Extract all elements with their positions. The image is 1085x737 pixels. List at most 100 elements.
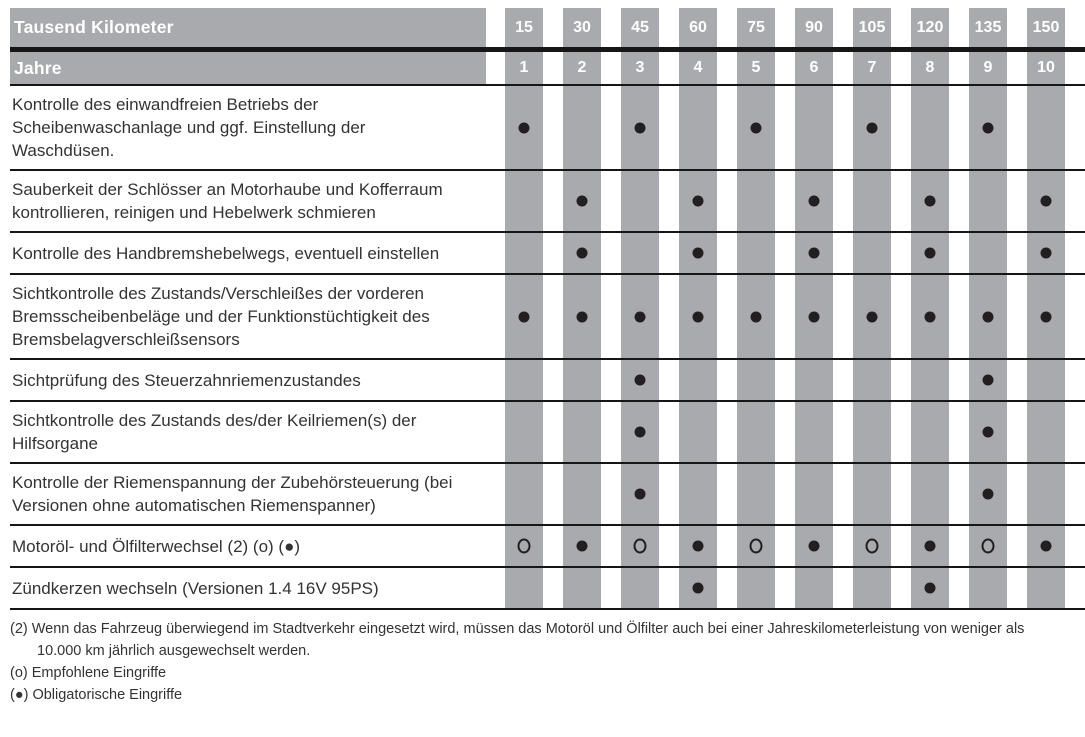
header-km-cell-30: 30 — [563, 8, 621, 47]
interval-cell — [737, 568, 795, 608]
interval-cell — [1027, 86, 1085, 169]
header-km-cell-15: 15 — [505, 8, 563, 47]
header-km-cell-60: 60 — [679, 8, 737, 47]
interval-cell — [505, 233, 563, 273]
table-row: Kontrolle des Handbremshebelwegs, eventu… — [10, 233, 1085, 275]
filled-dot-mark — [634, 426, 646, 438]
filled-dot-mark — [924, 195, 936, 207]
service-item-label-cell: Motoröl- und Ölfilterwechsel (2) (o) (●) — [10, 526, 505, 566]
service-item-label-cell: Sichtkontrolle des Zustands/Verschleißes… — [10, 275, 505, 358]
header-km-value: 120 — [916, 18, 944, 36]
filled-dot-mark — [576, 311, 588, 322]
service-item-label: Sauberkeit der Schlösser an Motorhaube u… — [12, 180, 443, 222]
header-year-cell-10: 10 — [1027, 52, 1085, 84]
interval-cell — [737, 171, 795, 231]
header-year-cell-4: 4 — [679, 52, 737, 84]
interval-cell — [969, 171, 1027, 231]
filled-dot-mark — [634, 374, 646, 386]
filled-dot-mark — [982, 311, 994, 322]
interval-cell — [795, 86, 853, 169]
filled-dot-mark — [634, 122, 646, 133]
service-item-label-cell: Sichtkontrolle des Zustands des/der Keil… — [10, 402, 505, 462]
filled-dot-mark — [924, 540, 936, 552]
open-circle-mark — [865, 538, 879, 554]
interval-cell — [505, 526, 563, 566]
header-year-value: 2 — [577, 59, 587, 76]
filled-dot-mark — [1040, 311, 1052, 322]
interval-cell — [563, 402, 621, 462]
interval-cell — [853, 86, 911, 169]
filled-dot-mark — [634, 488, 646, 500]
header-year-value: 9 — [983, 59, 993, 76]
interval-cell — [737, 360, 795, 400]
open-circle-mark — [981, 538, 995, 554]
service-item-label: Kontrolle des Handbremshebelwegs, eventu… — [12, 243, 440, 263]
header-km-cell-90: 90 — [795, 8, 853, 47]
header-row-years: Jahre 1 2 3 4 5 6 7 8 9 10 — [10, 52, 1085, 84]
header-year-cell-6: 6 — [795, 52, 853, 84]
service-item-label: Zündkerzen wechseln (Versionen 1.4 16V 9… — [12, 578, 379, 598]
interval-cell — [563, 464, 621, 524]
interval-cell — [621, 171, 679, 231]
interval-cell — [679, 464, 737, 524]
header-row-km: Tausend Kilometer 15 30 45 60 75 90 105 120 135 1… — [10, 8, 1085, 47]
header-year-value: 3 — [635, 59, 645, 76]
interval-cell — [853, 568, 911, 608]
table-body: Kontrolle des einwandfreien Betriebs der… — [10, 84, 1085, 610]
interval-cell — [853, 360, 911, 400]
header-year-value: 4 — [693, 59, 703, 76]
interval-cell — [563, 233, 621, 273]
service-item-label-cell: Kontrolle der Riemenspannung der Zubehör… — [10, 464, 505, 524]
header-km-label: Tausend Kilometer — [14, 17, 174, 37]
interval-cell — [563, 171, 621, 231]
filled-dot-mark — [982, 426, 994, 438]
interval-cell — [969, 402, 1027, 462]
filled-dot-mark — [808, 247, 820, 259]
filled-dot-mark — [750, 311, 762, 322]
header-year-cell-5: 5 — [737, 52, 795, 84]
filled-dot-mark — [1040, 540, 1052, 552]
header-year-cell-1: 1 — [505, 52, 563, 84]
interval-cell — [795, 568, 853, 608]
interval-cell — [679, 233, 737, 273]
interval-cell — [911, 568, 969, 608]
service-item-label-cell: Kontrolle des einwandfreien Betriebs der… — [10, 86, 505, 169]
interval-cell — [795, 233, 853, 273]
interval-cell — [563, 86, 621, 169]
open-circle-mark — [749, 538, 763, 554]
header-km-value: 30 — [573, 18, 591, 36]
interval-cell — [563, 526, 621, 566]
filled-dot-mark — [692, 311, 704, 322]
filled-dot-mark — [1040, 195, 1052, 207]
filled-dot-mark — [692, 540, 704, 552]
interval-cell — [911, 275, 969, 358]
filled-dot-mark — [924, 582, 936, 594]
footnote: (●) Obligatorische Eingriffe — [10, 687, 183, 703]
header-km-value: 75 — [747, 18, 765, 36]
interval-cell — [563, 568, 621, 608]
filled-dot-mark — [808, 195, 820, 207]
header-years-label-cell: Jahre — [10, 52, 505, 84]
header-year-cell-2: 2 — [563, 52, 621, 84]
header-year-value: 8 — [925, 59, 935, 76]
interval-cell — [505, 568, 563, 608]
interval-cell — [969, 86, 1027, 169]
interval-cell — [969, 464, 1027, 524]
interval-cell — [1027, 402, 1085, 462]
interval-cell — [679, 86, 737, 169]
interval-cell — [969, 568, 1027, 608]
open-circle-mark — [633, 538, 647, 554]
interval-cell — [621, 233, 679, 273]
interval-cell — [911, 86, 969, 169]
filled-dot-mark — [518, 311, 530, 322]
header-km-cell-45: 45 — [621, 8, 679, 47]
interval-cell — [1027, 171, 1085, 231]
interval-cell — [505, 171, 563, 231]
header-year-cell-3: 3 — [621, 52, 679, 84]
header-year-value: 10 — [1037, 59, 1055, 76]
table-row: Motoröl- und Ölfilterwechsel (2) (o) (●) — [10, 526, 1085, 568]
service-item-label: Motoröl- und Ölfilterwechsel (2) (o) (●) — [12, 536, 301, 556]
manual-page: Tausend Kilometer 15 30 45 60 75 90 105 120 135 1… — [10, 8, 1085, 703]
footnote: (2) Wenn das Fahrzeug überwiegend im Sta… — [10, 621, 1025, 659]
footnote: (o) Empfohlene Eingriffe — [10, 665, 167, 681]
